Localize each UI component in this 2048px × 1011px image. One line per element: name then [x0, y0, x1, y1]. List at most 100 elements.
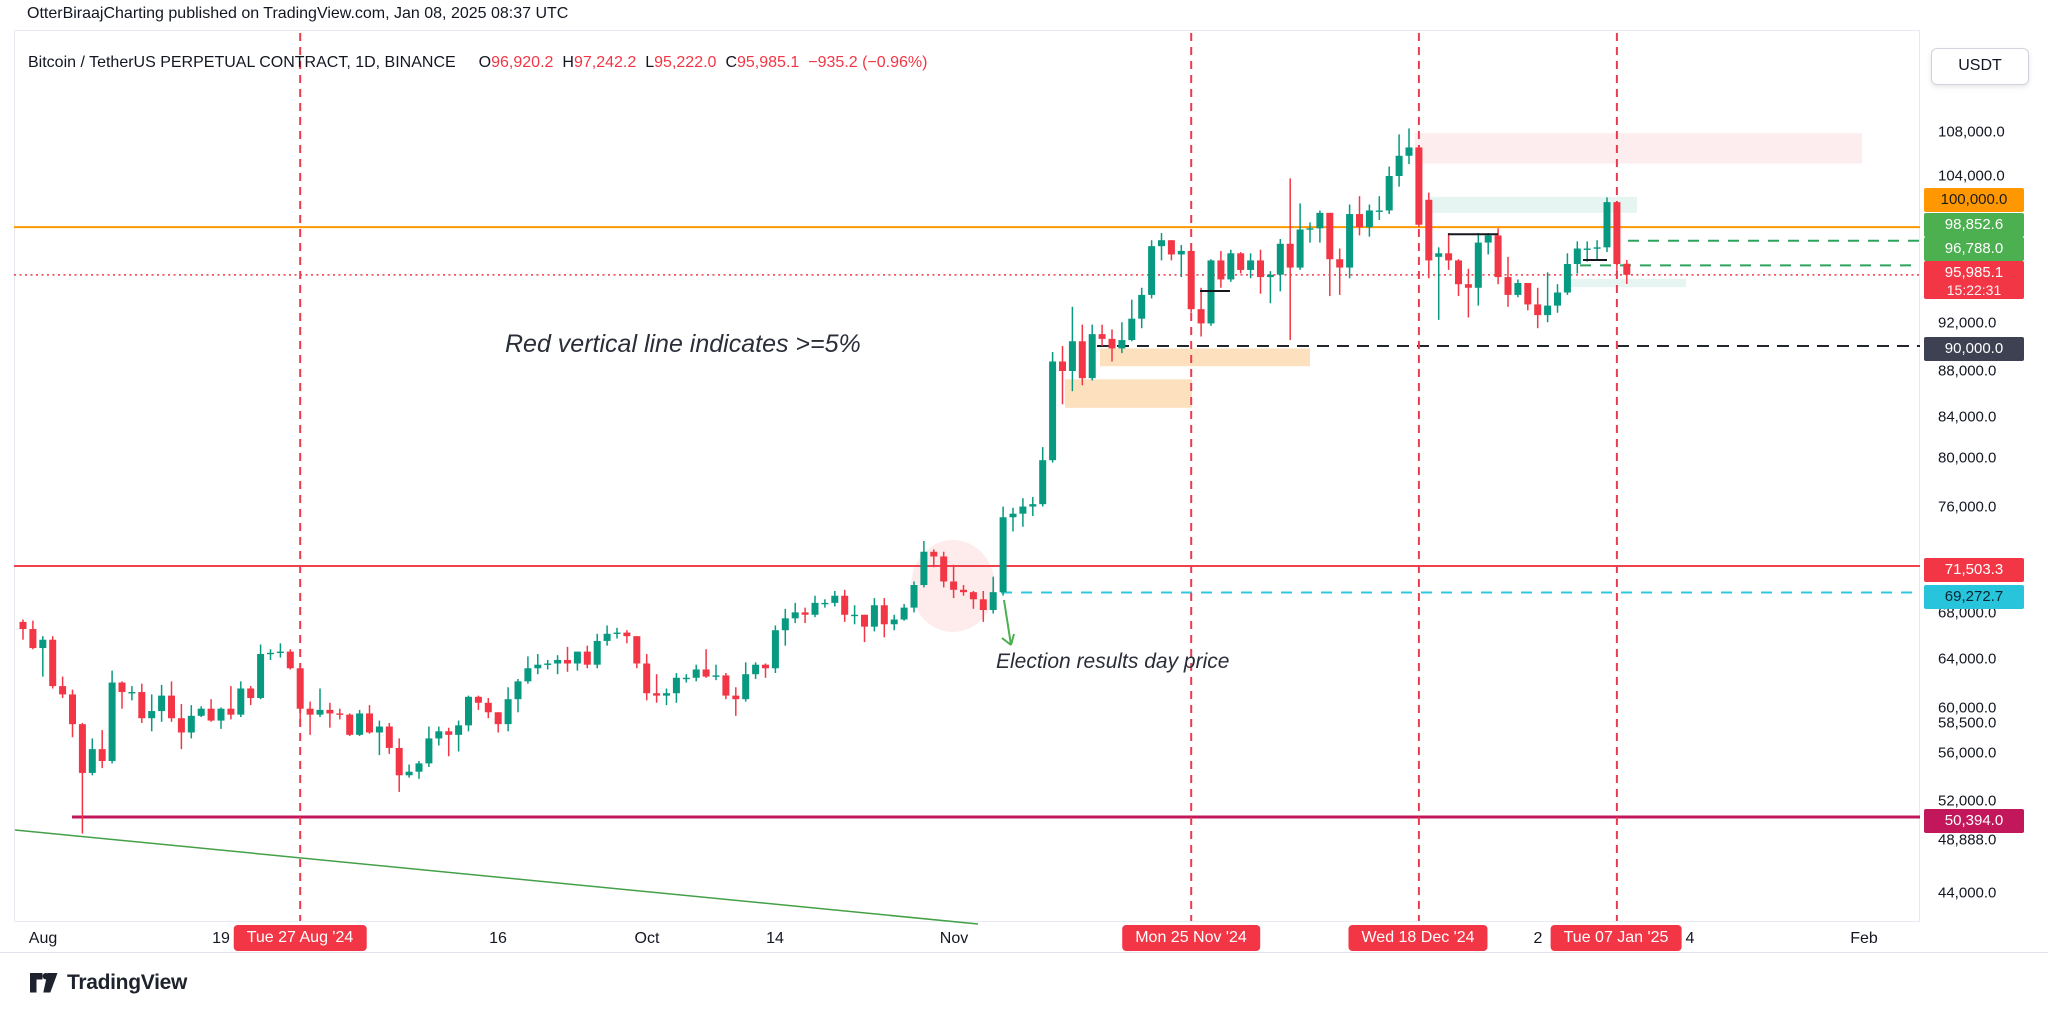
candle [732, 695, 740, 700]
candle [1296, 229, 1304, 268]
candle [811, 602, 819, 615]
candle [1068, 341, 1076, 372]
price-label-level-90k: 90,000.0 [1924, 337, 2024, 361]
candle [1524, 283, 1532, 305]
candle [1583, 248, 1591, 250]
time-tick: Nov [939, 930, 969, 947]
candle [1049, 361, 1057, 461]
candle [940, 556, 948, 582]
candle [1138, 294, 1146, 319]
candle [1227, 253, 1235, 280]
candle [1405, 147, 1413, 156]
candle [128, 692, 136, 694]
candle [771, 630, 779, 669]
candle [1039, 460, 1047, 505]
candle [455, 725, 463, 735]
candle [78, 724, 86, 773]
candle [1098, 334, 1106, 339]
candle [1346, 214, 1354, 268]
candle [474, 696, 482, 703]
candles [19, 128, 1631, 834]
candle [356, 713, 364, 735]
candle [1326, 212, 1334, 260]
candle [69, 694, 76, 725]
candle [1514, 283, 1522, 295]
price-tick: 76,000.0 [1938, 498, 1997, 516]
candle [197, 708, 205, 716]
candle [821, 602, 829, 605]
candle [1059, 361, 1066, 372]
price-tick: 84,000.0 [1938, 408, 1997, 426]
candle [1009, 513, 1017, 518]
candle [1484, 235, 1492, 243]
candle [1078, 341, 1086, 379]
price-label-close-price-line: 95,985.1 15:22:31 [1924, 261, 2024, 299]
candle [613, 632, 621, 634]
candle [791, 612, 799, 619]
time-axis-separator [0, 952, 2048, 953]
candle [1336, 259, 1344, 268]
ohlc-values: O96,920.2 H97,242.2 L95,222.0 C95,985.1 [470, 54, 800, 71]
candle [672, 677, 680, 694]
candle [19, 621, 27, 630]
candle [108, 682, 116, 762]
candle [1534, 304, 1542, 316]
candle [1167, 240, 1175, 255]
candle [138, 692, 146, 719]
candle [118, 682, 126, 693]
candle [1395, 155, 1403, 176]
candle [494, 712, 502, 725]
candle [742, 674, 750, 700]
candle [1415, 147, 1423, 225]
candle [1217, 260, 1225, 280]
candle [227, 708, 235, 715]
symbol-title: Bitcoin / TetherUS PERPETUAL CONTRACT, 1… [28, 54, 456, 71]
price-tick: 80,000.0 [1938, 449, 1997, 467]
candle [1375, 210, 1383, 212]
candle [722, 675, 730, 696]
candle [88, 749, 96, 773]
price-label-level-100k: 100,000.0 [1924, 188, 2024, 212]
candle [158, 695, 166, 712]
candle [465, 696, 472, 726]
tradingview-logo-icon [30, 973, 58, 993]
annotation-red-vline-note: Red vertical line indicates >=5% [505, 330, 861, 358]
candle [861, 614, 868, 627]
candle [1603, 202, 1611, 248]
candle [435, 731, 443, 739]
time-tick: Feb [1850, 930, 1878, 947]
ohlc-value: 96,920.2 [491, 54, 554, 71]
candle [168, 695, 175, 719]
event-date-badge: Mon 25 Nov '24 [1122, 925, 1260, 951]
ohlc-key: O [478, 54, 492, 71]
candle [177, 718, 185, 733]
price-tick: 60,000.0 [1938, 699, 1997, 717]
ohlc-value: 97,242.2 [573, 54, 637, 71]
candle [593, 640, 601, 665]
candle [583, 651, 591, 665]
candle [1177, 250, 1185, 255]
candle [247, 688, 255, 698]
candle [445, 731, 453, 735]
candle [1276, 243, 1284, 275]
currency-button[interactable]: USDT [1931, 48, 2029, 85]
candle [207, 708, 215, 721]
candle [187, 715, 195, 733]
candle [712, 675, 720, 677]
candle [564, 659, 571, 664]
candle [1623, 263, 1631, 275]
candle [1544, 305, 1552, 316]
candle [1237, 253, 1245, 270]
price-label-level-98852: 98,852.6 [1924, 213, 2024, 237]
price-label-election-day-price: 69,272.7 [1924, 585, 2024, 609]
published-bar: OtterBiraajCharting published on Trading… [27, 5, 568, 23]
tradingview-logo[interactable]: TradingView [30, 971, 187, 995]
candle [415, 763, 423, 772]
price-tick: 64,000.0 [1938, 650, 1997, 668]
ohlc-key: H [562, 54, 574, 71]
supply-zone-106k [1415, 133, 1862, 164]
time-tick: 2 [1533, 930, 1543, 947]
candle [554, 659, 562, 664]
time-tick: 4 [1685, 930, 1695, 947]
